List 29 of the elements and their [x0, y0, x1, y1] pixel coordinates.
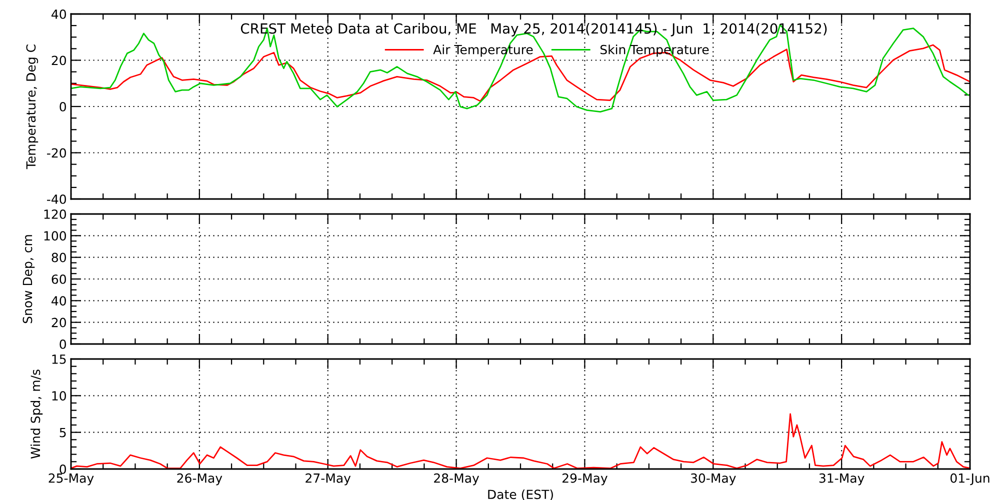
x-tick-label: 28-May — [434, 473, 480, 486]
x-tick-label: 27-May — [306, 473, 351, 486]
y-tick-label: 0 — [60, 102, 66, 112]
y-axis-title: Snow Dep, cm — [22, 235, 35, 324]
y-tick-label: 60 — [52, 274, 66, 284]
x-tick-label: 26-May — [177, 473, 222, 486]
x-tick-label: 29-May — [562, 473, 608, 486]
y-axis-title: Wind Spd, m/s — [30, 370, 43, 459]
y-tick-label: -40 — [47, 194, 66, 204]
y-tick-label: 0 — [60, 464, 66, 474]
y-tick-label: 0 — [60, 339, 66, 349]
line-series — [71, 44, 970, 102]
y-tick-label: 100 — [44, 231, 66, 241]
y-tick-label: -20 — [47, 148, 66, 158]
y-tick-label: 120 — [44, 209, 66, 219]
y-axis-title: Temperature, Deg C — [26, 44, 38, 170]
line-series — [71, 24, 969, 113]
x-tick-label: 25-May — [48, 473, 94, 486]
y-tick-label: 15 — [52, 354, 66, 364]
y-tick-label: 10 — [52, 391, 66, 401]
y-tick-label: 20 — [52, 56, 66, 66]
y-tick-label: 40 — [52, 296, 66, 306]
y-tick-label: 20 — [52, 318, 66, 328]
y-tick-label: 80 — [52, 252, 66, 262]
x-tick-label: 31-May — [819, 473, 864, 486]
y-tick-label: 5 — [60, 428, 66, 438]
x-tick-label: 30-May — [690, 473, 736, 486]
x-tick-label: 01-Jun — [950, 473, 990, 486]
y-tick-label: 40 — [52, 9, 66, 19]
